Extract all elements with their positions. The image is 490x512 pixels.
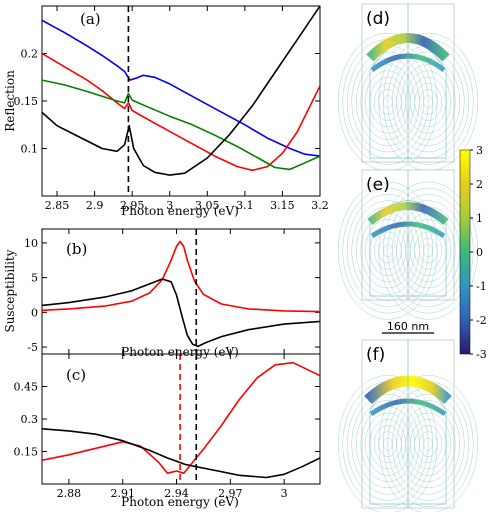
map-panel-d-label: (d) [366, 9, 390, 29]
panel-c-xtick-label: 2.88 [57, 487, 82, 500]
panel-a-series-0 [42, 19, 320, 157]
field-contour [383, 187, 474, 314]
colorbar: 3 2 1 0 -1 -2 -3 [459, 144, 487, 361]
field-contour [401, 64, 456, 140]
map-panel-e: (e) [338, 169, 478, 320]
panel-c-xtick-label: 2.97 [218, 487, 243, 500]
panel-a-xtick-label: 2.95 [120, 199, 145, 212]
field-contour [351, 200, 424, 301]
panel-c-series-1 [42, 428, 320, 479]
field-contour [405, 70, 451, 134]
panel-b-ylabel: Susceptibility [3, 249, 17, 332]
field-contour [365, 70, 411, 134]
field-contour [405, 412, 451, 476]
field-contour [347, 194, 429, 308]
panel-a-ytick-label: 0.1 [21, 143, 39, 156]
panel-b-ytick-label: 5 [31, 272, 38, 285]
panel-a-xtick-label: 3.2 [311, 199, 329, 212]
panel-c-xtick-label: 2.94 [164, 487, 189, 500]
panel-b-plot [42, 229, 320, 354]
field-contour [360, 64, 415, 140]
map-panel-f: (f) [338, 339, 478, 512]
field-contour [351, 51, 424, 153]
field-contour [396, 400, 460, 489]
field-contour [378, 375, 478, 512]
panel-a-xtick-label: 3.1 [236, 199, 254, 212]
panel-a-series-1 [42, 52, 320, 172]
colorbar-gradient [459, 149, 471, 355]
map-panel-d: (d) [338, 3, 478, 171]
panel-c-ytick-label: 0.15 [14, 446, 39, 459]
panel-a-series-2 [42, 79, 320, 171]
panel-a-xtick-label: 2.85 [45, 199, 70, 212]
panel-c-xtick-label: 2.91 [110, 487, 135, 500]
colorbar-tick-label: -3 [476, 348, 487, 361]
panel-b-ytick-label: -5 [27, 341, 38, 354]
colorbar-ticks: 3 2 1 0 -1 -2 -3 [470, 144, 487, 361]
panel-c-xlabel: Photon energy (eV) [121, 495, 239, 509]
panel-a-xtick-label: 2.9 [86, 199, 104, 212]
scale-bar: 160 nm [382, 320, 434, 334]
panel-b-label: (b) [66, 240, 87, 258]
panel-b-ytick-label: 10 [24, 237, 38, 250]
colorbar-tick-label: 2 [476, 178, 483, 191]
axis-ticks: 0.1 0.15 0.2 2.85 2.9 2.95 3 3.05 3.1 3.15 3.2 10 5 0… [14, 6, 329, 500]
field-contour [342, 187, 433, 314]
panel-c-ytick-label: 0.45 [14, 381, 39, 394]
field-contour [392, 51, 465, 153]
colorbar-tick-label: -2 [476, 314, 487, 327]
field-contour [405, 219, 451, 283]
field-contours-e [338, 181, 478, 320]
map-panel-e-label: (e) [366, 175, 390, 195]
panel-a-xtick-label: 3.15 [270, 199, 295, 212]
panel-a-xlabel: Photon energy (eV) [121, 204, 239, 218]
map-panel-f-label: (f) [366, 345, 385, 365]
panel-c-xtick-label: 3 [281, 487, 288, 500]
panel-c-series-0 [42, 361, 320, 474]
panel-a-xtick-label: 3 [166, 199, 173, 212]
colorbar-tick-label: 1 [476, 212, 483, 225]
panel-a-xtick-label: 3.05 [195, 199, 220, 212]
panel-c-plot [42, 354, 320, 484]
colorbar-tick-label: -1 [476, 280, 487, 293]
colorbar-tick-label: 0 [476, 246, 483, 259]
colorbar-tick-label: 3 [476, 144, 483, 157]
field-contour [338, 181, 438, 320]
field-contour [392, 393, 465, 495]
panel-c-label: (c) [66, 366, 86, 384]
panel-b-series-1 [42, 278, 320, 348]
panel-b-series-0 [42, 240, 320, 313]
panel-b-xlabel: Photon energy (eV) [121, 345, 239, 359]
panel-a-plot [42, 6, 320, 196]
panel-b-ytick-label: 0 [31, 306, 38, 319]
field-contour [378, 181, 478, 320]
panel-a-ylabel: Reflection [3, 70, 17, 132]
field-contour [356, 400, 420, 489]
field-contour [351, 393, 424, 495]
panel-a-label: (a) [80, 10, 101, 28]
field-contour [365, 412, 411, 476]
field-contour [338, 375, 438, 512]
panel-a-ytick-label: 0.15 [14, 95, 39, 108]
field-contour [365, 219, 411, 283]
panel-c-ytick-label: 0.3 [21, 413, 39, 426]
panel-a-ytick-label: 0.2 [21, 48, 39, 61]
panel-a-series-3 [42, 6, 320, 176]
scale-bar-label: 160 nm [387, 320, 429, 333]
